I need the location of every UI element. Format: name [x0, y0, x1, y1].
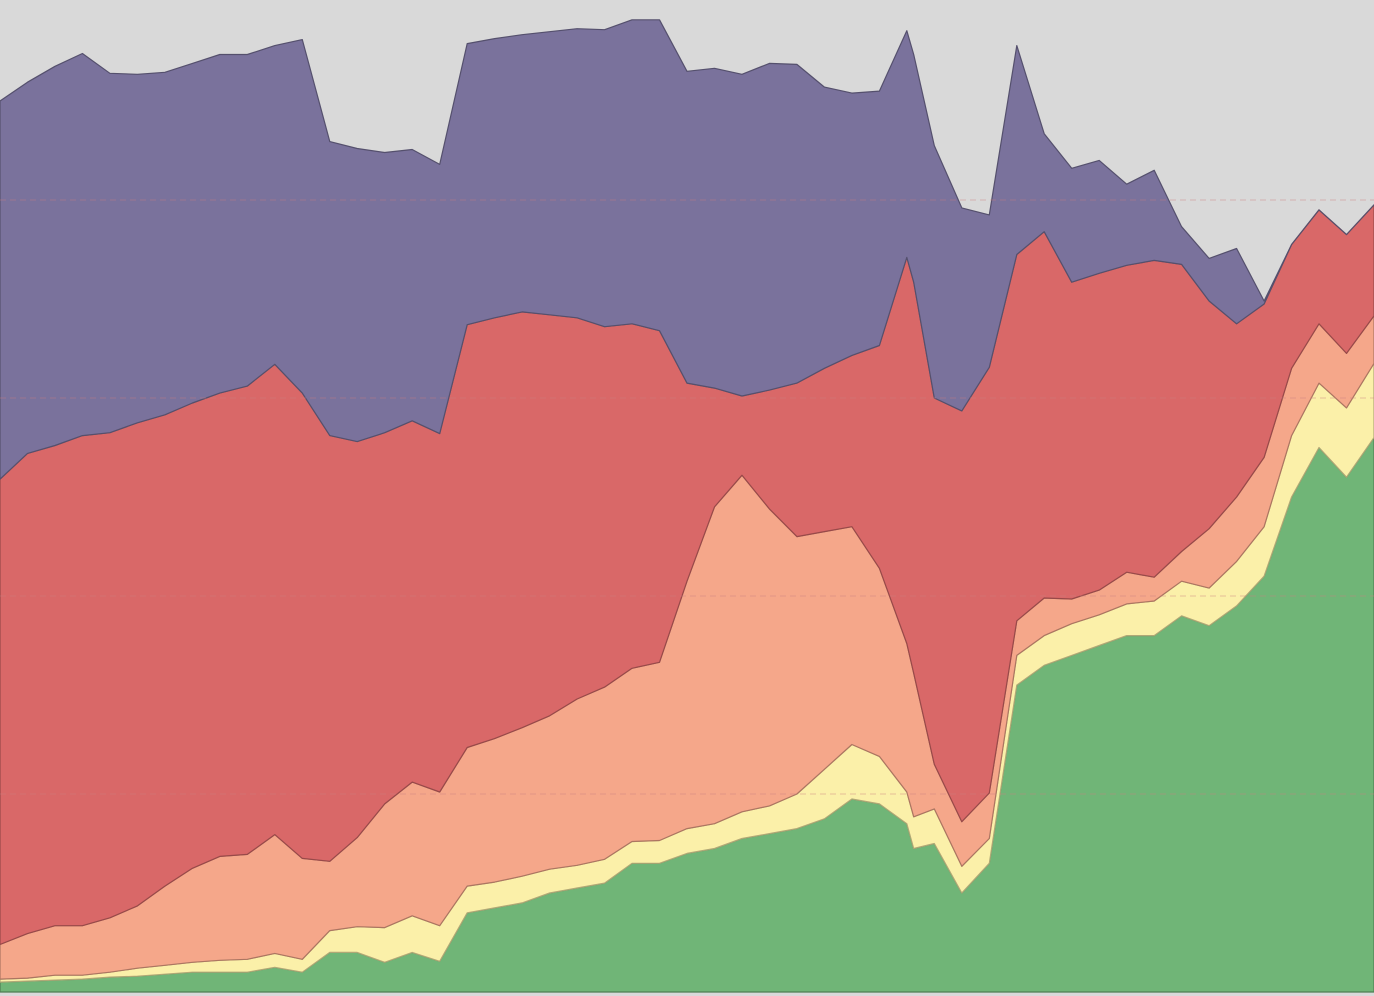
area-layers — [0, 19, 1374, 993]
gridlines — [0, 199, 1374, 795]
area-series-5 — [0, 19, 1374, 480]
